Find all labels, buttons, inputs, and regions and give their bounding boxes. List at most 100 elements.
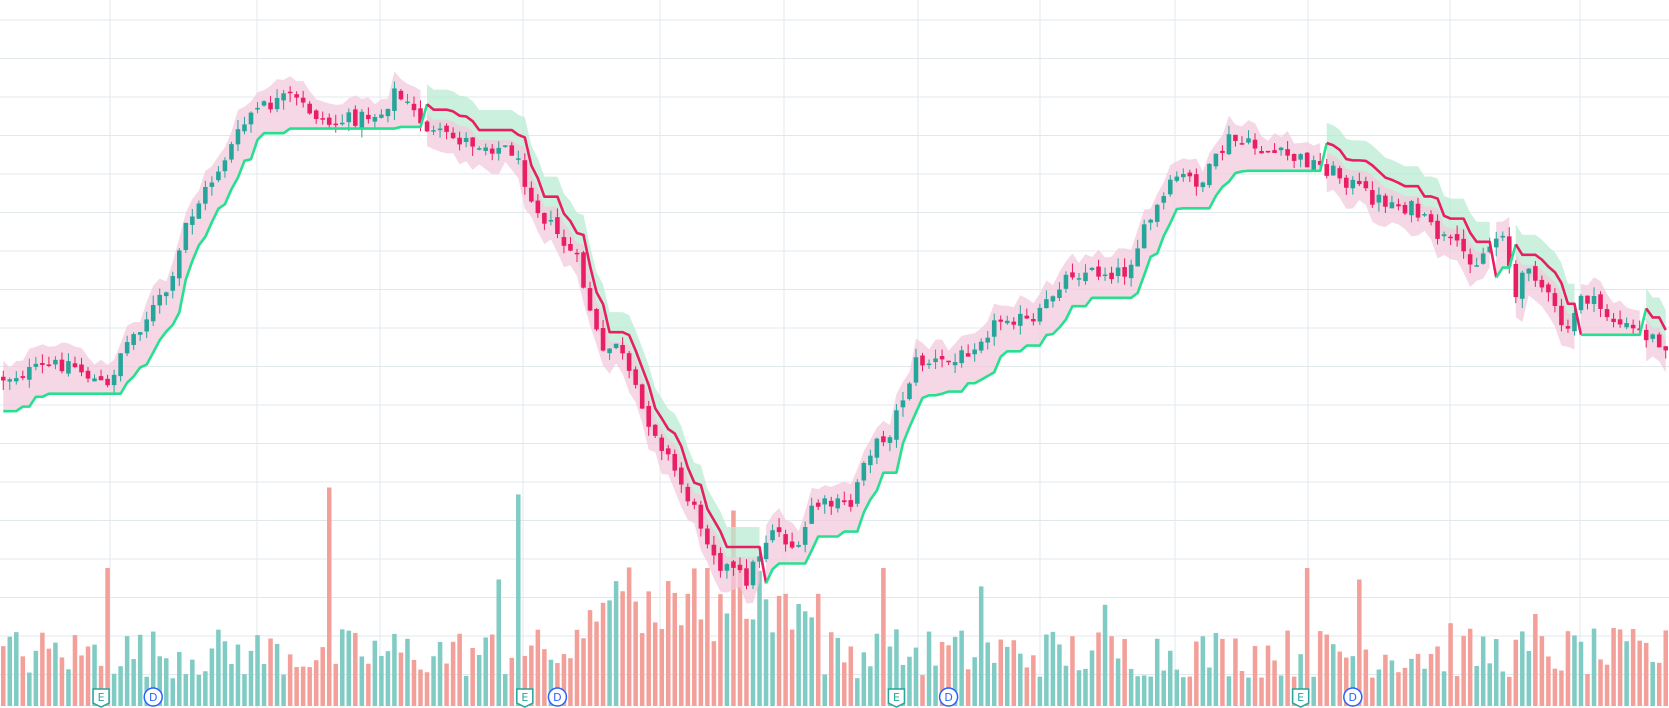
volume-bar [1259, 677, 1264, 706]
candle-body [372, 117, 378, 122]
candle-body [1480, 253, 1486, 264]
candle-body [1148, 219, 1153, 223]
volume-bar [398, 652, 404, 706]
candle-body [14, 378, 19, 382]
candle-body [496, 147, 502, 154]
candle-body [66, 361, 71, 374]
candle-body [1317, 161, 1323, 165]
candle-body [920, 355, 925, 366]
volume-bar [1011, 640, 1017, 706]
volume-bar [372, 640, 378, 706]
candle-body [535, 200, 541, 214]
candle-body [1167, 179, 1173, 195]
candle-body [881, 436, 886, 443]
volume-bar [529, 645, 534, 706]
candle-body [0, 376, 6, 381]
volume-bar [1128, 668, 1134, 706]
dividend-marker-label: D [944, 691, 952, 704]
candle-body [1330, 165, 1336, 176]
candle-body [718, 552, 723, 571]
volume-bar [1357, 579, 1362, 706]
volume-bar [392, 633, 397, 706]
candle-body [1565, 326, 1571, 329]
volume-bar [1415, 653, 1421, 706]
volume-bar [1643, 642, 1649, 706]
candle-body [959, 350, 964, 364]
candle-body [27, 367, 32, 380]
candle-body [326, 117, 332, 125]
candle-body [1141, 224, 1147, 249]
volume-bar [1507, 676, 1512, 706]
volume-bar [828, 632, 834, 706]
candle-body [1135, 248, 1140, 267]
candle-body [1604, 309, 1610, 318]
candle-body [894, 410, 899, 440]
stop-line-segment [1645, 307, 1667, 331]
volume-bar [353, 632, 358, 706]
volume-bar [1474, 665, 1479, 706]
volume-bar [985, 642, 990, 706]
candle-body [665, 448, 671, 455]
candle-body [1370, 190, 1375, 205]
candle-body [685, 486, 691, 502]
candle-body [33, 363, 39, 367]
volume-bar [633, 601, 638, 706]
candle-body [620, 345, 625, 354]
candle-body [1344, 177, 1349, 188]
candle-body [294, 94, 299, 98]
candle-body [268, 102, 273, 110]
candle-body [20, 376, 26, 378]
volume-bar [157, 656, 162, 706]
volume-bar [568, 658, 573, 706]
candle-body [1207, 163, 1212, 186]
volume-bar [1572, 635, 1577, 706]
candle-body [476, 148, 482, 150]
candle-body [1024, 315, 1030, 319]
candle-body [933, 358, 938, 363]
candle-body [626, 353, 632, 371]
volume-bar [744, 618, 749, 706]
candle-body [828, 500, 834, 507]
candle-body [131, 334, 136, 345]
volume-bar [7, 636, 13, 706]
volume-bar [1337, 651, 1343, 706]
volume-bar [626, 567, 632, 706]
candle-body [105, 378, 110, 386]
volume-bar [196, 674, 202, 706]
volume-bar [1363, 649, 1369, 706]
candle-body [809, 505, 814, 524]
candle-body [1409, 201, 1414, 216]
volume-bar [848, 646, 854, 706]
volume-bar [294, 667, 299, 706]
volume-bars [1, 487, 1668, 706]
candle-body [144, 319, 149, 332]
candle-body [1337, 168, 1343, 179]
candle-body [672, 454, 678, 471]
volume-bar [1187, 676, 1193, 706]
candle-body [287, 91, 293, 94]
volume-bar [203, 671, 208, 706]
candle-body [242, 124, 247, 132]
volume-bar [1311, 676, 1316, 706]
volume-bar [27, 672, 32, 706]
candle-body [1376, 194, 1382, 203]
candle-body [1539, 279, 1545, 288]
volume-bar [53, 642, 58, 706]
candle-body [183, 222, 189, 250]
volume-bar [1272, 660, 1277, 706]
volume-bar [639, 633, 645, 706]
candle-body [1630, 324, 1636, 329]
candle-body [939, 356, 945, 360]
volume-bar [868, 666, 873, 706]
volume-bar [1317, 631, 1323, 706]
candle-body [281, 93, 286, 101]
candle-body [1533, 266, 1538, 281]
candle-body [802, 526, 808, 545]
candle-body [1422, 214, 1427, 216]
volume-bar [1383, 654, 1388, 706]
volume-bar [281, 674, 286, 706]
candle-body [1311, 160, 1316, 170]
